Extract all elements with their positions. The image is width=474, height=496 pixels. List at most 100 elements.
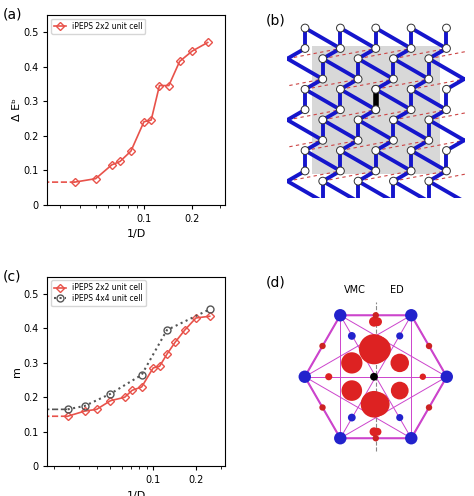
Text: VMC: VMC (344, 285, 365, 295)
Circle shape (301, 106, 309, 114)
iPEPS 2x2 unit cell (94, 406, 100, 412)
iPEPS 2x2 unit cell (156, 83, 162, 89)
iPEPS 2x2 unit cell (150, 365, 156, 371)
Circle shape (325, 373, 332, 380)
Legend: iPEPS 2x2 unit cell, iPEPS 4x4 unit cell: iPEPS 2x2 unit cell, iPEPS 4x4 unit cell (51, 280, 146, 306)
iPEPS 4x4 unit cell (139, 372, 145, 378)
Circle shape (319, 177, 327, 185)
Circle shape (391, 382, 409, 399)
Circle shape (443, 85, 450, 93)
Circle shape (390, 136, 397, 144)
Circle shape (319, 75, 327, 83)
Circle shape (396, 332, 403, 339)
iPEPS 2x2 unit cell (193, 315, 199, 321)
Circle shape (396, 414, 403, 421)
Circle shape (443, 106, 450, 114)
Circle shape (299, 371, 311, 383)
Line: iPEPS 2x2 unit cell: iPEPS 2x2 unit cell (65, 313, 212, 419)
iPEPS 2x2 unit cell (93, 176, 99, 182)
iPEPS 2x2 unit cell (122, 394, 128, 400)
Circle shape (372, 106, 380, 114)
Circle shape (354, 55, 362, 62)
iPEPS 2x2 unit cell (173, 339, 178, 345)
Circle shape (361, 391, 387, 418)
Circle shape (407, 85, 415, 93)
Circle shape (372, 24, 380, 32)
Circle shape (425, 136, 433, 144)
Circle shape (337, 85, 344, 93)
Circle shape (319, 404, 326, 411)
iPEPS 2x2 unit cell (128, 148, 134, 154)
iPEPS 2x2 unit cell (207, 313, 212, 319)
Circle shape (334, 309, 346, 321)
iPEPS 2x2 unit cell (182, 327, 188, 333)
Circle shape (301, 45, 309, 53)
Text: (b): (b) (266, 14, 285, 28)
Circle shape (405, 309, 418, 321)
Circle shape (370, 428, 378, 436)
iPEPS 4x4 unit cell (108, 391, 113, 397)
Circle shape (390, 55, 397, 62)
Circle shape (407, 167, 415, 175)
iPEPS 2x2 unit cell (117, 158, 123, 164)
X-axis label: 1/D: 1/D (127, 229, 146, 239)
Circle shape (354, 75, 362, 83)
Circle shape (390, 177, 397, 185)
Circle shape (373, 435, 379, 441)
iPEPS 4x4 unit cell (207, 307, 212, 312)
Circle shape (372, 45, 380, 53)
Circle shape (374, 428, 382, 435)
iPEPS 2x2 unit cell (205, 40, 210, 46)
Circle shape (319, 343, 326, 349)
Text: ED: ED (390, 285, 404, 295)
Circle shape (337, 45, 344, 53)
Legend: iPEPS 2x2 unit cell: iPEPS 2x2 unit cell (51, 19, 146, 34)
Circle shape (319, 116, 327, 124)
Text: (a): (a) (3, 7, 23, 21)
Circle shape (372, 85, 380, 93)
Y-axis label: m: m (11, 366, 22, 377)
Circle shape (443, 24, 450, 32)
Circle shape (359, 334, 389, 365)
Circle shape (354, 136, 362, 144)
Y-axis label: Δ Eᵇ: Δ Eᵇ (11, 98, 22, 121)
Circle shape (407, 147, 415, 154)
Circle shape (390, 116, 397, 124)
Circle shape (372, 106, 380, 114)
Circle shape (372, 167, 380, 175)
Circle shape (337, 167, 344, 175)
Circle shape (425, 75, 433, 83)
Circle shape (301, 167, 309, 175)
iPEPS 2x2 unit cell (72, 179, 78, 185)
Circle shape (341, 380, 362, 401)
Circle shape (440, 371, 453, 383)
Circle shape (373, 317, 382, 326)
Circle shape (443, 45, 450, 53)
iPEPS 2x2 unit cell (177, 59, 182, 64)
Circle shape (364, 336, 391, 363)
Line: iPEPS 4x4 unit cell: iPEPS 4x4 unit cell (64, 306, 213, 413)
iPEPS 2x2 unit cell (164, 351, 170, 357)
Circle shape (426, 404, 432, 411)
Circle shape (337, 147, 344, 154)
iPEPS 2x2 unit cell (82, 408, 88, 414)
iPEPS 4x4 unit cell (65, 406, 71, 412)
Circle shape (370, 373, 378, 380)
Bar (312, 46, 440, 174)
Circle shape (391, 354, 409, 372)
Circle shape (369, 317, 379, 327)
Circle shape (365, 392, 390, 416)
Circle shape (301, 147, 309, 154)
X-axis label: 1/D: 1/D (127, 491, 146, 496)
iPEPS 2x2 unit cell (148, 117, 154, 123)
Circle shape (301, 24, 309, 32)
Circle shape (348, 332, 356, 340)
iPEPS 2x2 unit cell (166, 83, 172, 89)
Circle shape (354, 116, 362, 124)
Text: (d): (d) (266, 276, 285, 290)
Circle shape (426, 343, 432, 349)
Circle shape (425, 177, 433, 185)
Circle shape (419, 373, 426, 380)
iPEPS 2x2 unit cell (109, 162, 115, 168)
Circle shape (319, 55, 327, 62)
